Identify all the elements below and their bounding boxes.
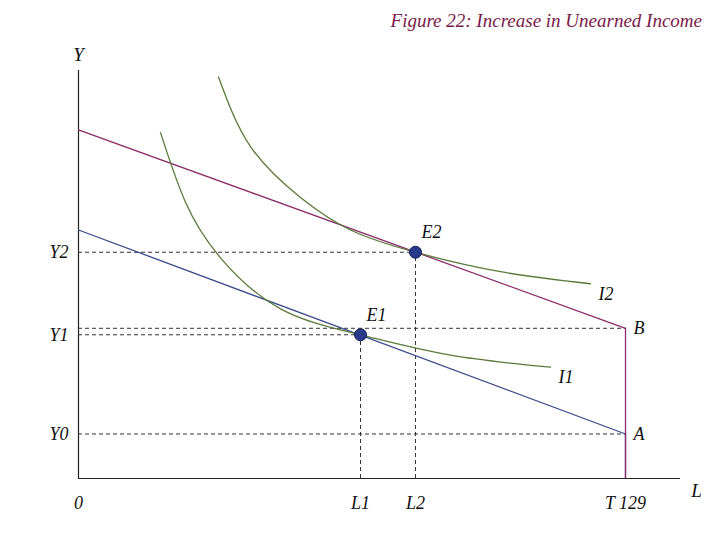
svg-text:B: B (634, 318, 645, 338)
svg-text:I2: I2 (598, 284, 614, 304)
svg-text:A: A (633, 424, 646, 444)
svg-text:Y: Y (73, 44, 86, 65)
svg-text:Y1: Y1 (49, 325, 68, 345)
svg-text:Y2: Y2 (49, 242, 68, 262)
svg-text:Y0: Y0 (49, 424, 68, 444)
html-text:Figure 22: Increase in Unearne: Figure 22: Increase in Unearned Income (390, 10, 702, 31)
svg-text:I1: I1 (558, 367, 574, 387)
svg-text:E1: E1 (366, 305, 387, 325)
svg-text:L1: L1 (350, 493, 370, 513)
svg-text:T 129: T 129 (605, 493, 646, 513)
svg-text:L2: L2 (405, 493, 425, 513)
svg-text:0: 0 (74, 493, 83, 513)
svg-text:L: L (690, 480, 702, 501)
svg-text:E2: E2 (421, 222, 442, 242)
